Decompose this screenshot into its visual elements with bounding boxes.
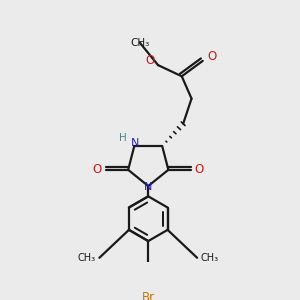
Text: N: N bbox=[131, 138, 139, 148]
Text: H: H bbox=[119, 133, 126, 143]
Text: O: O bbox=[145, 54, 154, 67]
Text: O: O bbox=[93, 163, 102, 176]
Text: O: O bbox=[194, 163, 204, 176]
Text: CH₃: CH₃ bbox=[130, 38, 149, 48]
Text: CH₃: CH₃ bbox=[78, 253, 96, 263]
Text: Br: Br bbox=[142, 291, 155, 300]
Text: N: N bbox=[144, 182, 152, 192]
Text: O: O bbox=[208, 50, 217, 63]
Text: CH₃: CH₃ bbox=[201, 253, 219, 263]
